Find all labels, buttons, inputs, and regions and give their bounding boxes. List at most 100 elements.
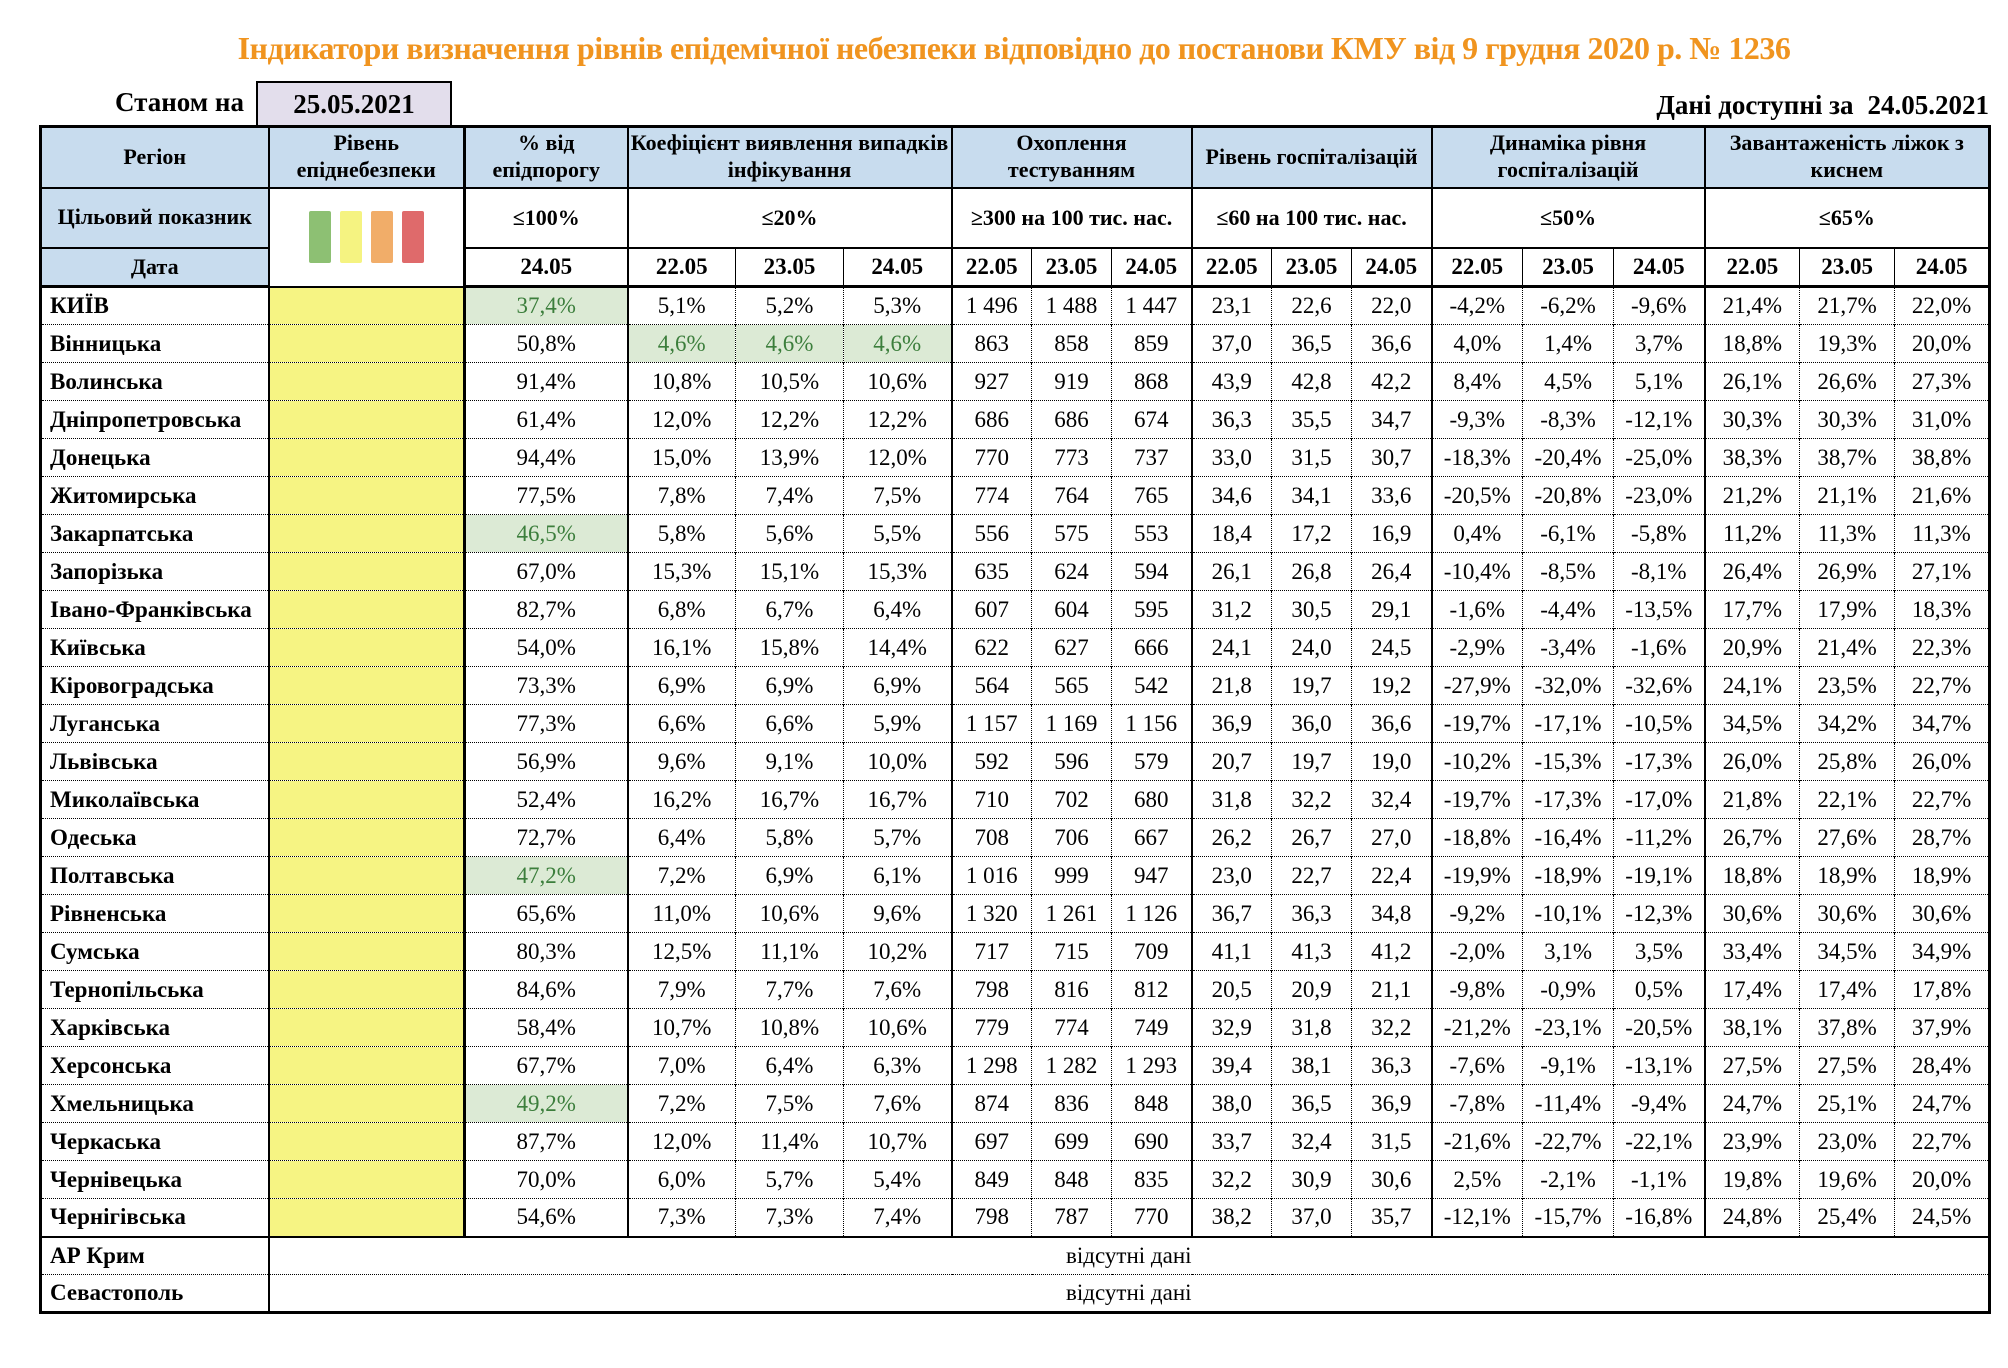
header-detection-rate: Коефіцієнт виявлення випадків інфікуванн… — [626, 126, 952, 189]
value-cell: 37,4% — [463, 286, 628, 325]
value-cell: 26,1 — [1190, 552, 1272, 591]
value-cell: -17,0% — [1613, 780, 1705, 819]
header-hospitalization-dynamics: Динаміка рівня госпіталізацій — [1430, 126, 1705, 189]
value-cell: 6,4% — [842, 590, 952, 629]
value-cell: 19,7 — [1271, 666, 1352, 705]
value-cell: 22,0% — [1894, 286, 1990, 325]
date-cell: 24.05 — [463, 247, 628, 288]
risk-level-cell — [267, 932, 465, 971]
value-cell: 14,4% — [842, 628, 952, 667]
value-cell: 6,9% — [626, 666, 736, 705]
header-region: Регіон — [40, 126, 269, 189]
value-cell: 38,1% — [1703, 1008, 1800, 1047]
value-cell: 1 169 — [1031, 704, 1112, 743]
value-cell: 52,4% — [463, 780, 628, 819]
value-cell: 20,7 — [1190, 742, 1272, 781]
value-cell: 12,5% — [626, 932, 736, 971]
value-cell: 5,3% — [842, 286, 952, 325]
value-cell: -1,6% — [1430, 590, 1523, 629]
value-cell: -21,2% — [1430, 1008, 1523, 1047]
value-cell: 947 — [1111, 856, 1192, 895]
value-cell: 22,7% — [1894, 780, 1990, 819]
region-name: АР Крим — [50, 1242, 145, 1268]
value-cell: 22,4 — [1351, 856, 1432, 895]
value-cell: 7,6% — [842, 1084, 952, 1123]
value-cell: -17,1% — [1522, 704, 1614, 743]
value-cell: 34,2% — [1799, 704, 1895, 743]
risk-level-cell — [267, 742, 465, 781]
value-cell: 26,8 — [1271, 552, 1352, 591]
region-name: Закарпатська — [50, 520, 194, 546]
value-cell: 10,0% — [842, 742, 952, 781]
value-cell: 5,5% — [842, 514, 952, 553]
table-row: Одеська 72,7% 6,4% 5,8% 5,7% 708 706 667 26,2 26,… — [40, 818, 1990, 857]
header-row-dates: Дата 24.05 22.05 23.05 24.05 22.05 23.05… — [40, 247, 1990, 288]
value-cell: 34,9% — [1894, 932, 1990, 971]
value-cell: -10,1% — [1522, 894, 1614, 933]
value-cell: 624 — [1031, 552, 1112, 591]
header-risk-level: Рівень епіднебезпеки — [267, 126, 465, 189]
value-cell: 26,1% — [1703, 362, 1800, 401]
value-cell: 18,9% — [1799, 856, 1895, 895]
value-cell: 24,8% — [1703, 1198, 1800, 1237]
value-cell: -15,7% — [1522, 1198, 1614, 1237]
value-cell: 20,0% — [1894, 1160, 1990, 1199]
value-cell: 72,7% — [463, 818, 628, 857]
value-cell: 12,0% — [626, 1122, 736, 1161]
value-cell: 23,9% — [1703, 1122, 1800, 1161]
table-row: Львівська 56,9% 9,6% 9,1% 10,0% 592 596 579 20,7… — [40, 742, 1990, 781]
value-cell: 919 — [1031, 362, 1112, 401]
value-cell: -10,5% — [1613, 704, 1705, 743]
value-cell: 3,1% — [1522, 932, 1614, 971]
value-cell: 37,9% — [1894, 1008, 1990, 1047]
value-cell: 575 — [1031, 514, 1112, 553]
value-cell: 12,0% — [626, 400, 736, 439]
value-cell: 30,6% — [1894, 894, 1990, 933]
value-cell: 10,8% — [735, 1008, 844, 1047]
region-name: Вінницька — [50, 330, 162, 356]
value-cell: 41,2 — [1351, 932, 1432, 971]
header-hospitalization-level: Рівень госпіталізацій — [1190, 126, 1432, 189]
value-cell: 11,4% — [735, 1122, 844, 1161]
table-row: Чернігівська 54,6% 7,3% 7,3% 7,4% 798 787 770 38… — [40, 1198, 1990, 1237]
value-cell: 5,7% — [735, 1160, 844, 1199]
value-cell: -20,5% — [1613, 1008, 1705, 1047]
value-cell: 8,4% — [1430, 362, 1523, 401]
value-cell: 16,7% — [735, 780, 844, 819]
risk-level-cell — [267, 1084, 465, 1123]
table-row-no-data: Севастополь відсутні дані — [41, 1274, 1990, 1313]
value-cell: 27,5% — [1799, 1046, 1895, 1085]
value-cell: -11,4% — [1522, 1084, 1614, 1123]
date-cell: 22.05 — [1703, 247, 1800, 288]
no-data-cell: відсутні дані — [267, 1236, 1990, 1275]
value-cell: 87,7% — [463, 1122, 628, 1161]
value-cell: 29,1 — [1351, 590, 1432, 629]
legend-yellow-square — [339, 211, 362, 263]
value-cell: 999 — [1031, 856, 1112, 895]
value-cell: 7,3% — [735, 1198, 844, 1237]
value-cell: 32,4 — [1351, 780, 1432, 819]
value-cell: 61,4% — [463, 400, 628, 439]
as-of-block: Станом на 25.05.2021 — [39, 81, 452, 127]
value-cell: 6,1% — [842, 856, 952, 895]
value-cell: 858 — [1031, 324, 1112, 363]
risk-level-cell — [267, 362, 465, 401]
value-cell: -6,2% — [1522, 286, 1614, 325]
value-cell: 10,6% — [842, 1008, 952, 1047]
value-cell: 34,8 — [1351, 894, 1432, 933]
value-cell: 22,6 — [1271, 286, 1352, 325]
value-cell: 21,4% — [1799, 628, 1895, 667]
value-cell: 607 — [950, 590, 1032, 629]
value-cell: 18,3% — [1894, 590, 1990, 629]
value-cell: -32,6% — [1613, 666, 1705, 705]
value-cell: 22,0 — [1351, 286, 1432, 325]
region-name: КИЇВ — [50, 293, 109, 318]
risk-level-cell — [267, 818, 465, 857]
value-cell: 42,2 — [1351, 362, 1432, 401]
value-cell: 20,0% — [1894, 324, 1990, 363]
value-cell: 18,8% — [1703, 856, 1800, 895]
value-cell: 4,0% — [1430, 324, 1523, 363]
date-cell: 23.05 — [1799, 247, 1895, 288]
value-cell: 15,1% — [735, 552, 844, 591]
value-cell: 1,4% — [1522, 324, 1614, 363]
